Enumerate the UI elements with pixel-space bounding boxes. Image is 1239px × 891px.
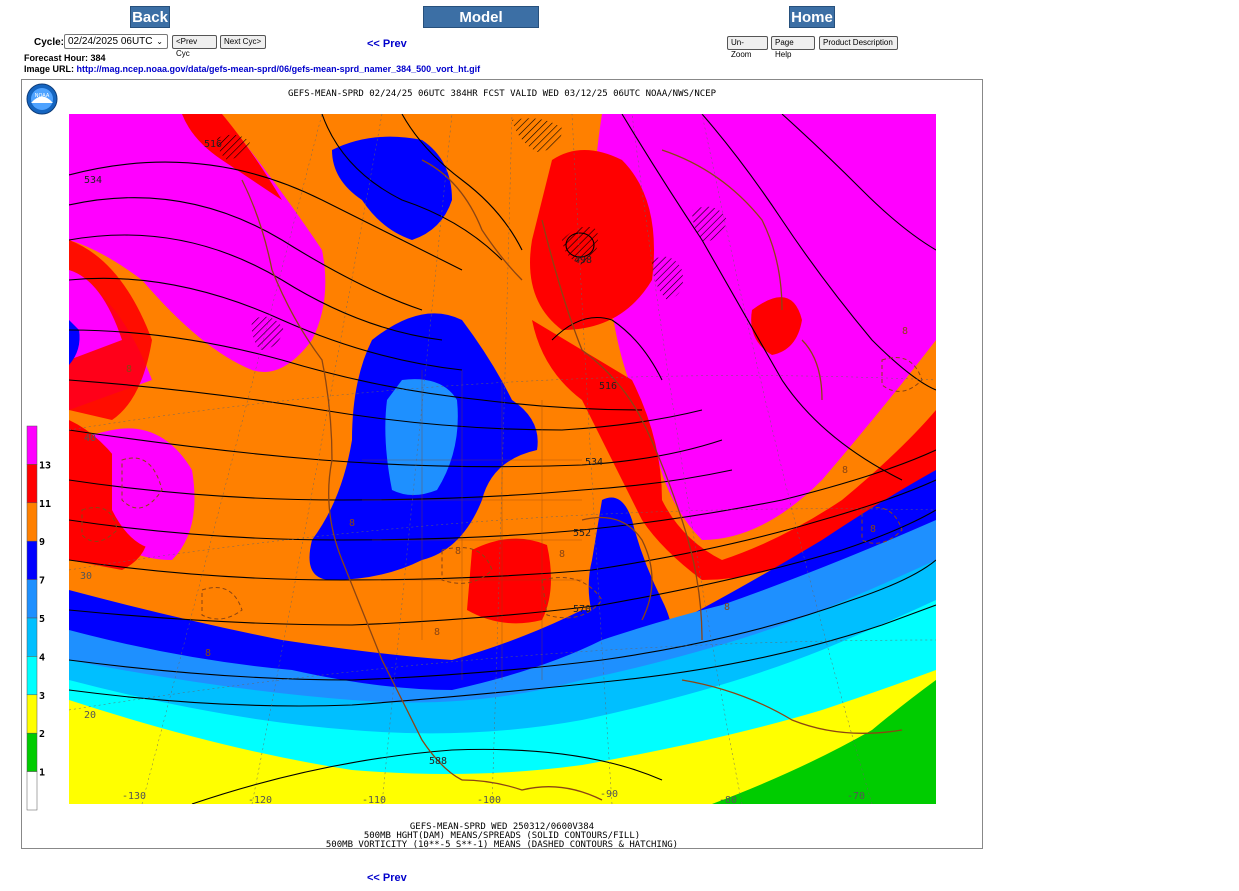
unzoom-button[interactable]: Un-Zoom <box>727 36 768 59</box>
colorbar-label: 3 <box>39 691 45 702</box>
colorbar-segment <box>26 579 38 619</box>
noaa-logo-icon: NOAA <box>26 83 58 115</box>
latitude-label: 40 <box>84 433 96 444</box>
vorticity-labels: 8 8 8 8 8 8 8 8 8 8 <box>126 326 908 659</box>
forecast-hour-value: 384 <box>90 53 106 63</box>
forecast-map-svg: NOAA GEFS-MEAN-SPRD 02/24/25 06UTC 384HR… <box>26 83 936 848</box>
vorticity-label: 8 <box>724 602 730 613</box>
height-label: 516 <box>599 381 617 392</box>
longitude-label: -70 <box>847 791 865 802</box>
vorticity-label: 8 <box>455 546 461 557</box>
vorticity-label: 8 <box>434 627 440 638</box>
vorticity-label: 8 <box>559 549 565 560</box>
vorticity-label: 8 <box>349 518 355 529</box>
cycle-label: Cycle: <box>34 37 65 48</box>
longitude-label: -130 <box>122 791 146 802</box>
colorbar-label: 11 <box>39 499 51 510</box>
colorbar-segment <box>26 425 38 465</box>
colorbar-segment <box>26 540 38 580</box>
colorbar: 13 11 9 7 5 4 3 2 1 <box>26 425 51 811</box>
height-label: 534 <box>84 175 102 186</box>
vorticity-contours <box>81 357 923 620</box>
coastlines <box>241 149 903 801</box>
vorticity-label: 8 <box>205 648 211 659</box>
home-button[interactable]: Home <box>789 6 835 28</box>
model-guidance-button[interactable]: Model Guidance <box>423 6 539 48</box>
colorbar-segment <box>26 694 38 734</box>
svg-text:NOAA: NOAA <box>35 93 50 99</box>
page-help-button[interactable]: Page Help <box>771 36 815 59</box>
prev-cycle-button[interactable]: <Prev Cyc <box>172 35 217 58</box>
colorbar-label: 7 <box>39 576 45 587</box>
cycle-select[interactable]: 02/24/2025 06UTC ⌄ <box>64 34 168 49</box>
latitude-label: 30 <box>80 571 92 582</box>
map-footer-line-1: GEFS-MEAN-SPRD WED 250312/0600V384 <box>410 822 594 832</box>
height-label: 498 <box>574 255 592 266</box>
forecast-hour-label: Forecast Hour: <box>24 53 89 63</box>
latitude-label: 20 <box>84 710 96 721</box>
colorbar-label: 13 <box>39 460 51 471</box>
colorbar-segment <box>26 502 38 542</box>
colorbar-label: 1 <box>39 768 45 779</box>
height-label: 534 <box>585 457 603 468</box>
colorbar-segment <box>26 771 38 811</box>
longitude-label: -100 <box>477 795 501 806</box>
forecast-map-image[interactable]: NOAA GEFS-MEAN-SPRD 02/24/25 06UTC 384HR… <box>21 79 983 849</box>
vorticity-label: 8 <box>870 524 876 535</box>
image-url-label: Image URL: <box>24 64 75 74</box>
state-borders <box>362 370 582 680</box>
cycle-selected-value: 02/24/2025 06UTC <box>68 36 153 47</box>
vorticity-label: 8 <box>842 465 848 476</box>
map-footer-line-3: 500MB VORTICITY (10**-5 S**-1) MEANS (DA… <box>326 840 678 848</box>
vorticity-label: 8 <box>902 326 908 337</box>
longitude-label: -120 <box>248 795 272 806</box>
back-button[interactable]: Back <box>130 6 170 28</box>
height-label: 552 <box>573 528 591 539</box>
graticule <box>69 114 936 804</box>
longitude-label: -80 <box>719 795 737 806</box>
chevron-down-icon: ⌄ <box>156 37 163 46</box>
colorbar-label: 5 <box>39 614 45 625</box>
longitude-label: -110 <box>362 795 386 806</box>
spread-fill <box>69 114 936 804</box>
height-label: 516 <box>204 139 222 150</box>
next-cycle-button[interactable]: Next Cyc> <box>220 35 266 49</box>
colorbar-label: 2 <box>39 729 45 740</box>
vorticity-label: 8 <box>126 364 132 375</box>
height-contours <box>69 114 936 804</box>
colorbar-label: 9 <box>39 537 45 548</box>
prev-link-top[interactable]: << Prev <box>367 38 407 50</box>
forecast-hour: Forecast Hour: 384 <box>24 53 106 63</box>
colorbar-label: 4 <box>39 652 45 663</box>
product-description-button[interactable]: Product Description <box>819 36 898 50</box>
image-url-link[interactable]: http://mag.ncep.noaa.gov/data/gefs-mean-… <box>76 64 481 74</box>
colorbar-segment <box>26 656 38 696</box>
colorbar-segment <box>26 617 38 657</box>
colorbar-segment <box>26 464 38 504</box>
map-title: GEFS-MEAN-SPRD 02/24/25 06UTC 384HR FCST… <box>288 89 717 99</box>
height-label: 588 <box>429 756 447 767</box>
colorbar-segment <box>26 732 38 772</box>
longitude-label: -90 <box>600 789 618 800</box>
height-label: 570 <box>573 604 591 615</box>
image-url-row: Image URL: http://mag.ncep.noaa.gov/data… <box>24 64 480 74</box>
map-footer-line-2: 500MB HGHT(DAM) MEANS/SPREADS (SOLID CON… <box>364 831 640 841</box>
prev-link-bottom[interactable]: << Prev <box>367 872 407 884</box>
